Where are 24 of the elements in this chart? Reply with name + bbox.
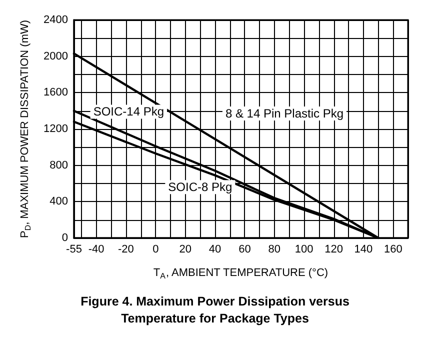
x-tick-label: 40 (208, 244, 222, 256)
y-axis-title: PD, MAXIMUM POWER DISSIPATION (mW) (19, 20, 32, 238)
y-tick-label: 2000 (44, 50, 68, 62)
x-tick-label: 120 (324, 244, 343, 256)
y-tick-label: 400 (50, 196, 68, 208)
text: Figure 4. Maximum Power Dissipation versus Temperature for Package Types (80, 294, 350, 326)
y-tick-label: 1600 (44, 86, 68, 99)
x-tick-label: 160 (384, 244, 402, 256)
x-tick-label: -40 (88, 244, 104, 256)
x-tick-label: 100 (294, 244, 314, 256)
series-label: SOIC-14 Pkg (93, 104, 164, 119)
y-tick-label: 1200 (44, 123, 68, 135)
x-tick-label: 80 (268, 244, 281, 256)
x-tick-label: 0 (152, 244, 159, 256)
x-tick-label: 140 (354, 244, 373, 256)
x-tick-label: -20 (118, 244, 134, 256)
x-tick-label: 60 (238, 244, 251, 256)
series-label: SOIC-8 Pkg (168, 180, 232, 194)
y-tick-label: 2400 (44, 14, 68, 26)
y-tick-label: 0 (62, 232, 68, 244)
series-label: 8 & 14 Pin Plastic Pkg (225, 106, 344, 121)
y-tick-label: 800 (50, 159, 68, 172)
x-tick-label: -55 (66, 244, 82, 256)
x-tick-label: 20 (179, 244, 192, 256)
